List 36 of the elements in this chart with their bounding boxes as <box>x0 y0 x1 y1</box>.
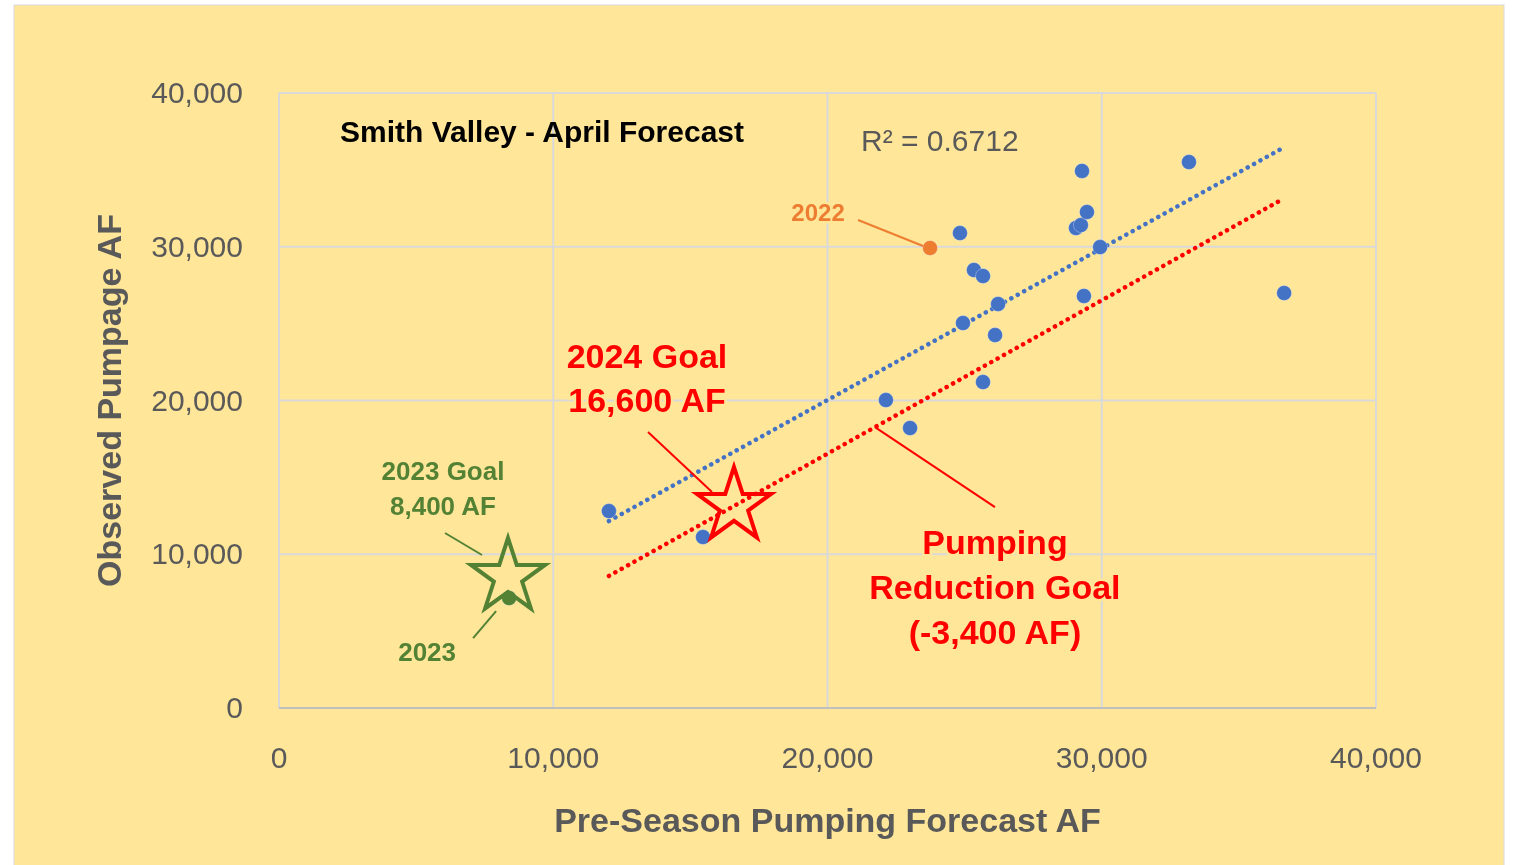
point <box>600 503 617 520</box>
y-axis-title: Observed Pumpage AF <box>90 214 128 587</box>
x-tick-label: 0 <box>270 741 288 774</box>
annotation: Pumping Reduction Goal (-3,400 AF) <box>869 523 1121 652</box>
y-tick-label: 30,000 <box>151 229 243 263</box>
point <box>1078 204 1095 220</box>
text: Smith Valley - April Forecast <box>340 115 745 148</box>
annotation: 2024 Goal 16,600 AF <box>566 336 728 419</box>
point <box>877 392 894 409</box>
x-tick-label: 30,000 <box>1055 741 1148 774</box>
y-tick-label: 40,000 <box>151 76 243 109</box>
point <box>990 295 1007 312</box>
x-axis-title: Pre-Season Pumping Forecast AF <box>554 801 1101 839</box>
x-tick-label: 10,000 <box>507 741 600 774</box>
point <box>1074 162 1090 179</box>
point <box>975 374 991 391</box>
x-tick-label: 20,000 <box>781 741 874 774</box>
point <box>1276 285 1293 302</box>
y-tick-label: 10,000 <box>151 537 243 571</box>
point <box>694 529 711 546</box>
annotation: R² = 0.6712 <box>861 124 1019 157</box>
x-tick-label: 40,000 <box>1330 741 1422 774</box>
point <box>954 315 971 332</box>
point <box>1075 287 1092 304</box>
point <box>1180 154 1197 171</box>
annotation: 2023 <box>398 637 457 668</box>
y-tick-label: 20,000 <box>151 383 243 417</box>
point <box>1072 217 1089 234</box>
point <box>922 239 939 256</box>
point <box>1092 239 1109 256</box>
y-tick-label: 0 <box>226 691 243 724</box>
point <box>951 225 968 242</box>
annotation: 2023 Goal 8,400 AF <box>381 456 505 522</box>
point <box>902 420 919 437</box>
point <box>987 327 1004 343</box>
point <box>975 267 991 284</box>
